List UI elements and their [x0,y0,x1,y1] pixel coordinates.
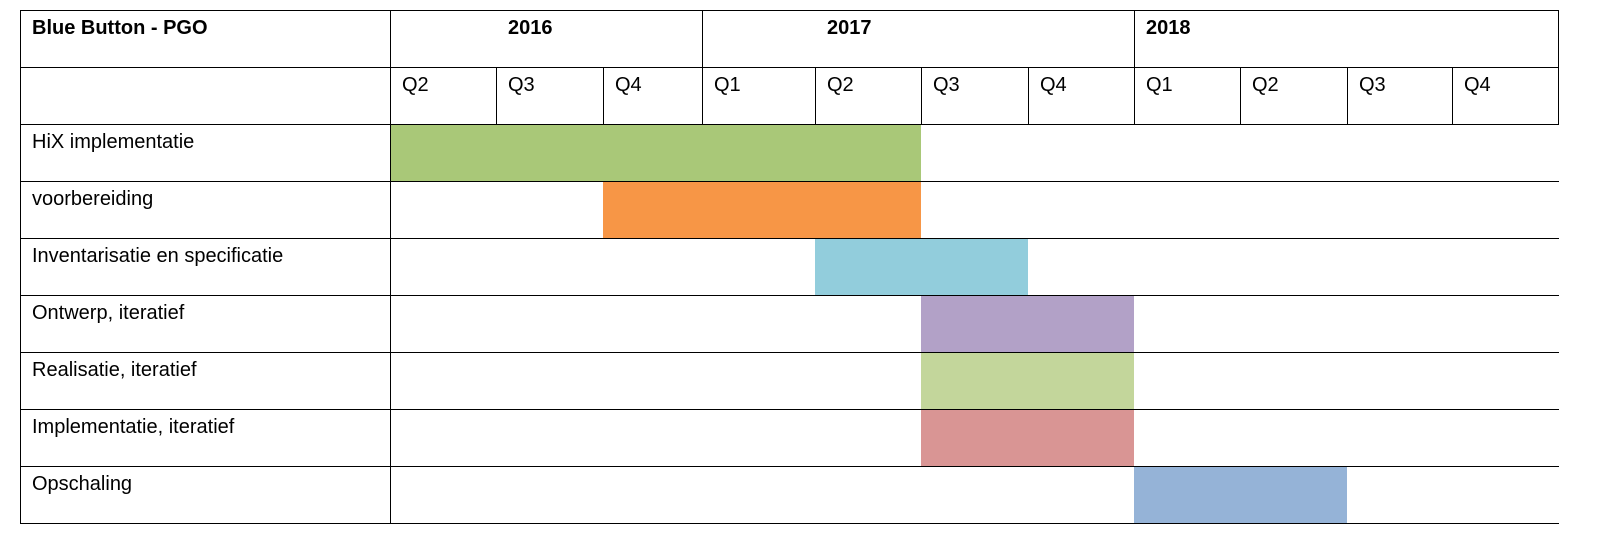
task-label: Opschaling [32,473,133,495]
gantt-bar [921,295,1134,352]
task-label: voorbereiding [32,188,154,210]
grid-vline [1134,10,1135,67]
gantt-bar [815,238,1028,295]
grid-vline [815,67,816,124]
grid-vline [496,67,497,124]
grid-hline [20,238,1559,239]
grid-hline [20,67,1559,68]
quarter-label: Q3 [933,74,960,96]
grid-vline [921,67,922,124]
quarter-label: Q2 [827,74,854,96]
grid-vline [1134,67,1135,124]
task-label: Ontwerp, iteratief [32,302,185,324]
quarter-label: Q4 [615,74,642,96]
grid-hline [20,124,1559,125]
grid-vline [702,67,703,124]
grid-vline [1028,67,1029,124]
grid-vline [390,10,391,523]
grid-hline [20,181,1559,182]
year-label: 2016 [508,17,553,39]
grid-hline [20,352,1559,353]
quarter-label: Q4 [1464,74,1491,96]
gantt-bar [390,124,921,181]
task-label: HiX implementatie [32,131,195,153]
grid-hline [20,409,1559,410]
grid-vline [1558,10,1559,124]
year-label: 2018 [1146,17,1191,39]
task-label: Inventarisatie en specificatie [32,245,284,267]
grid-hline [20,295,1559,296]
quarter-label: Q3 [508,74,535,96]
grid-vline [603,67,604,124]
quarter-label: Q2 [1252,74,1279,96]
grid-vline [1347,67,1348,124]
grid-vline [1452,67,1453,124]
grid-hline [20,523,1559,524]
grid-vline [20,10,21,523]
quarter-label: Q2 [402,74,429,96]
grid-vline [702,10,703,67]
task-label: Implementatie, iteratief [32,416,235,438]
quarter-label: Q1 [1146,74,1173,96]
gantt-bar [603,181,921,238]
quarter-label: Q1 [714,74,741,96]
grid-hline [20,466,1559,467]
grid-vline [1240,67,1241,124]
table-title: Blue Button - PGO [32,17,208,39]
quarter-label: Q4 [1040,74,1067,96]
gantt-bar [921,409,1134,466]
grid-hline [20,10,1559,11]
gantt-bar [1134,466,1347,523]
quarter-label: Q3 [1359,74,1386,96]
gantt-bar [921,352,1134,409]
year-label: 2017 [827,17,872,39]
task-label: Realisatie, iteratief [32,359,197,381]
